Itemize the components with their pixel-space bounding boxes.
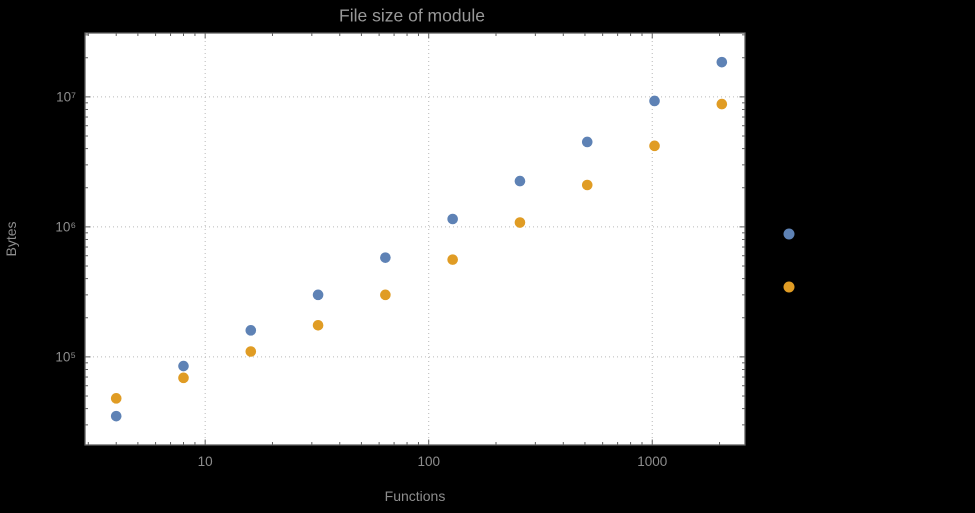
data-point	[581, 179, 593, 191]
data-point	[312, 289, 324, 301]
data-point	[447, 213, 458, 225]
data-point	[312, 319, 324, 331]
x-tick-label: 10	[198, 454, 213, 469]
data-point	[380, 252, 391, 263]
data-point	[178, 372, 189, 384]
y-tick-label: 10⁵	[55, 349, 76, 364]
x-axis-label: Functions	[384, 488, 446, 504]
legend-marker-series-2	[783, 281, 795, 293]
data-point	[716, 98, 728, 110]
legend-marker-series-1	[783, 228, 795, 240]
data-point	[110, 393, 122, 404]
y-tick-label: 10⁷	[56, 89, 76, 104]
data-point	[447, 254, 458, 265]
data-point	[514, 217, 526, 228]
chart-title: File size of module	[339, 5, 485, 26]
x-tick-label: 100	[417, 454, 440, 469]
y-tick-label: 10⁶	[55, 219, 76, 234]
data-point	[581, 136, 593, 148]
y-axis-label: Bytes	[3, 221, 19, 257]
data-point	[245, 346, 257, 357]
data-point	[380, 289, 391, 301]
plot-frame	[84, 32, 746, 446]
data-point	[178, 360, 189, 372]
x-tick-label: 1000	[637, 454, 667, 469]
data-point	[245, 325, 257, 336]
data-point	[514, 175, 526, 187]
data-point	[716, 56, 728, 68]
data-point	[649, 140, 660, 152]
data-point	[110, 410, 122, 422]
data-point	[649, 95, 660, 107]
plot-panel	[85, 33, 745, 445]
